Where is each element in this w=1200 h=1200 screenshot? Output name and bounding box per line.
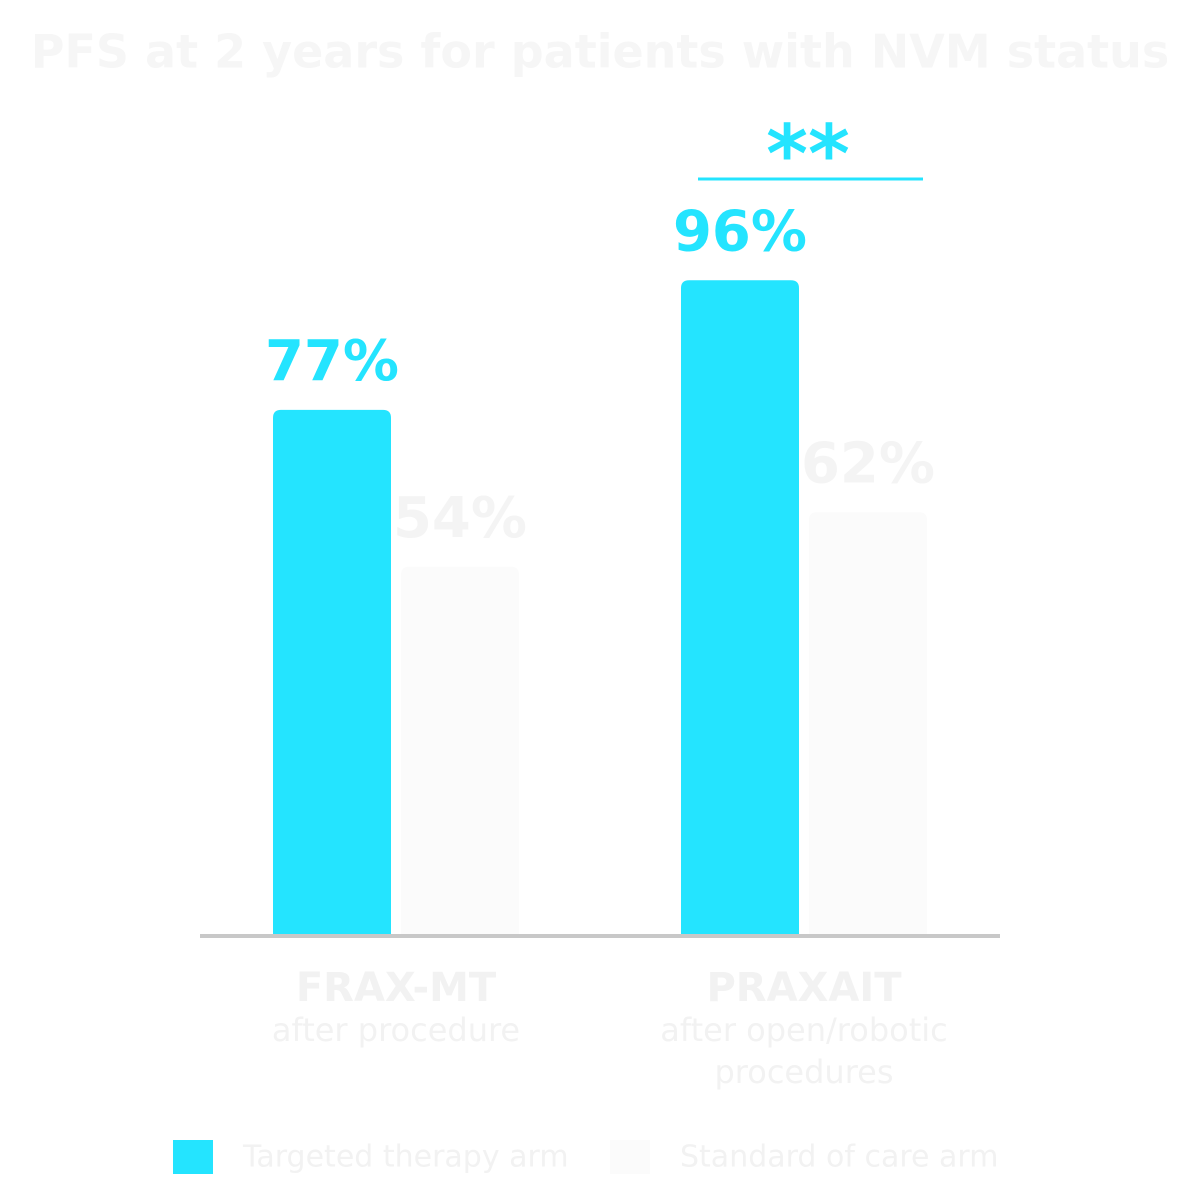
legend-swatch	[173, 1140, 213, 1174]
bar	[681, 280, 799, 935]
legend-swatch	[610, 1140, 650, 1174]
x-tick-label: after procedure	[272, 1011, 520, 1049]
x-tick-label: FRAX-MT	[296, 965, 497, 1011]
bar	[401, 566, 519, 935]
value-label: 96%	[673, 199, 807, 264]
value-label: 54%	[393, 486, 527, 551]
x-tick-label: after open/robotic	[660, 1011, 947, 1049]
value-label: 77%	[265, 329, 399, 394]
bar	[273, 409, 391, 935]
legend-label: Targeted therapy arm	[242, 1140, 569, 1175]
legend-label: Standard of care arm	[680, 1140, 998, 1175]
bar	[809, 512, 927, 935]
x-tick-label: procedures	[714, 1053, 893, 1091]
x-tick-label: PRAXAIT	[706, 965, 902, 1011]
significance-label: **	[766, 108, 850, 201]
value-label: 62%	[801, 431, 935, 496]
chart-title: PFS at 2 years for patients with NVM sta…	[31, 25, 1169, 79]
